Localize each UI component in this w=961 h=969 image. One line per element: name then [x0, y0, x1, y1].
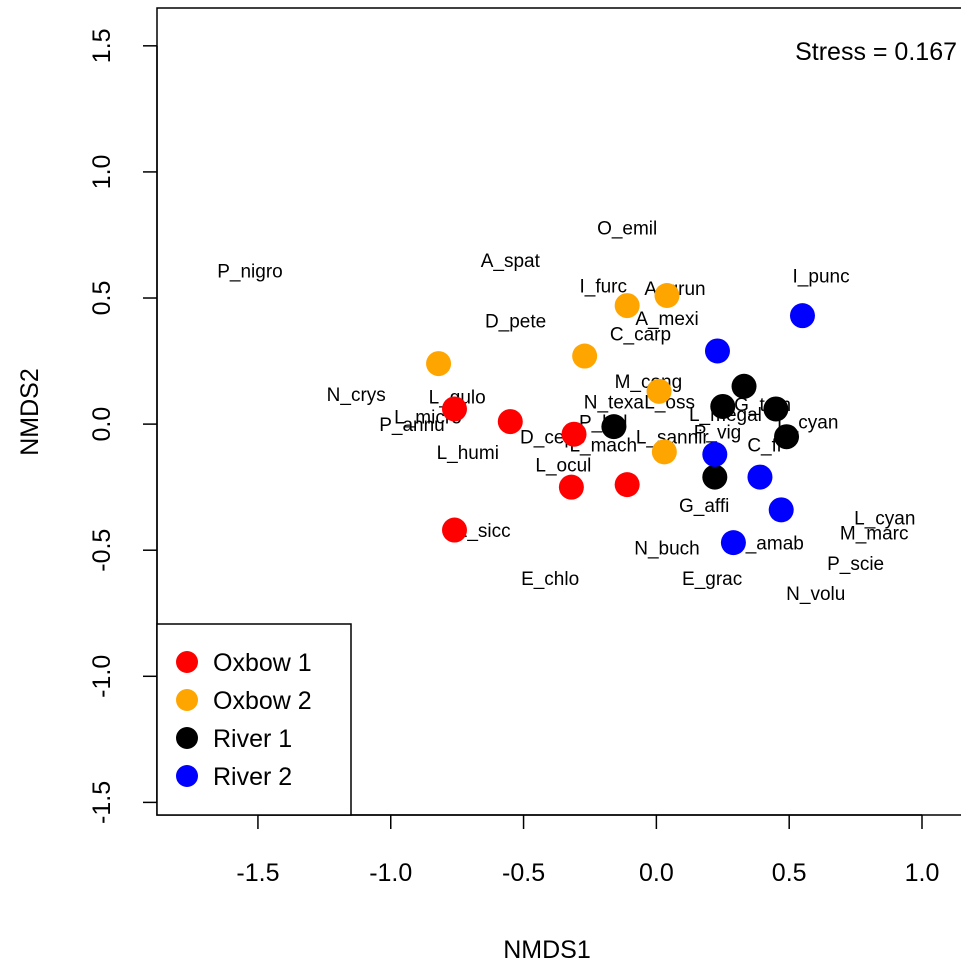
- data-point: [646, 378, 672, 404]
- x-tick-label: -1.0: [369, 859, 412, 887]
- y-tick-label: -1.0: [88, 655, 116, 698]
- x-axis: -1.5 -1.0 -0.5 0.0 0.5 1.0: [236, 814, 940, 887]
- x-tick-label: -0.5: [502, 859, 545, 887]
- legend-label: Oxbow 1: [213, 649, 312, 677]
- data-point: [704, 338, 730, 364]
- x-axis-title: NMDS1: [503, 936, 591, 964]
- legend-label: River 1: [213, 725, 292, 753]
- data-point: [561, 421, 587, 447]
- species-label: G_affi: [679, 496, 729, 517]
- species-label: I_punc: [793, 266, 850, 287]
- species-label: L_sicc: [457, 521, 511, 542]
- y-axis: -1.5 -1.0 -0.5 0.0 0.5 1.0 1.5: [88, 28, 158, 824]
- legend-label: River 2: [213, 763, 292, 791]
- species-label: D_pete: [485, 312, 546, 333]
- data-point: [768, 497, 794, 523]
- data-point: [442, 517, 467, 543]
- species-label: N_volu: [786, 584, 845, 605]
- x-tick-label: 1.0: [905, 859, 940, 887]
- species-label: C_carp: [610, 324, 671, 345]
- y-tick-label: 0.5: [88, 281, 116, 316]
- data-point: [789, 303, 815, 329]
- species-label: N_amab: [732, 534, 804, 555]
- species-label: E_grac: [682, 569, 742, 590]
- data-point: [720, 530, 746, 556]
- species-label: P_annu: [379, 415, 445, 436]
- series-oxbow-2: [426, 282, 680, 465]
- species-label: I_furc: [579, 276, 627, 297]
- data-point: [747, 464, 773, 490]
- species-label: P_scie: [827, 554, 884, 575]
- x-tick-label: 0.5: [772, 859, 807, 887]
- x-tick-label: 0.0: [639, 859, 674, 887]
- y-tick-label: -0.5: [88, 529, 116, 572]
- species-label: P_vig: [694, 423, 742, 444]
- data-point: [614, 293, 640, 319]
- species-label: A_spat: [481, 251, 541, 272]
- species-label: L_humi: [437, 443, 499, 464]
- legend-label: Oxbow 2: [213, 687, 312, 715]
- data-point: [426, 351, 452, 377]
- legend-marker: [176, 689, 198, 711]
- legend: Oxbow 1 Oxbow 2 River 1 River 2: [156, 623, 352, 816]
- data-point: [651, 439, 677, 465]
- y-tick-label: 1.0: [88, 155, 116, 190]
- stress-annotation: Stress = 0.167: [795, 38, 957, 66]
- data-point: [731, 373, 757, 399]
- y-axis-title: NMDS2: [16, 368, 44, 456]
- data-point: [774, 424, 800, 450]
- data-point: [702, 441, 728, 467]
- species-label: A_mexi: [635, 309, 698, 330]
- species-label: L_cyan: [854, 508, 915, 529]
- species-label: N_crys: [327, 385, 386, 406]
- data-point: [558, 474, 584, 500]
- data-point: [710, 393, 736, 419]
- species-labels: O_emilA_spatP_nigroI_puncI_furcA_grunD_p…: [217, 218, 915, 605]
- series-river-1: [601, 373, 800, 490]
- species-label: E_chlo: [521, 569, 579, 590]
- data-point: [572, 343, 598, 369]
- legend-marker: [176, 727, 198, 749]
- data-point: [497, 409, 523, 435]
- species-label: O_emil: [597, 218, 657, 239]
- series-oxbow-1: [442, 396, 640, 543]
- data-point: [654, 282, 680, 308]
- data-point: [702, 464, 728, 490]
- species-label: L_mach: [569, 435, 637, 456]
- data-point: [601, 414, 627, 440]
- sample-points: [426, 282, 815, 556]
- species-label: P_nigro: [217, 261, 283, 282]
- data-point: [614, 472, 640, 498]
- x-tick-label: -1.5: [236, 859, 279, 887]
- series-river-2: [702, 303, 815, 556]
- species-label: L_ocul: [535, 455, 591, 476]
- y-tick-label: 1.5: [88, 28, 116, 63]
- species-label: N_buch: [634, 539, 700, 560]
- data-point: [442, 396, 467, 422]
- y-tick-label: 0.0: [88, 407, 116, 442]
- species-label: L_sannir: [636, 428, 710, 449]
- y-tick-label: -1.5: [88, 781, 116, 824]
- data-point: [763, 396, 789, 422]
- species-label: N_texa: [584, 392, 645, 413]
- legend-marker: [176, 765, 198, 787]
- legend-marker: [176, 651, 198, 673]
- species-label: M_marc: [840, 524, 909, 545]
